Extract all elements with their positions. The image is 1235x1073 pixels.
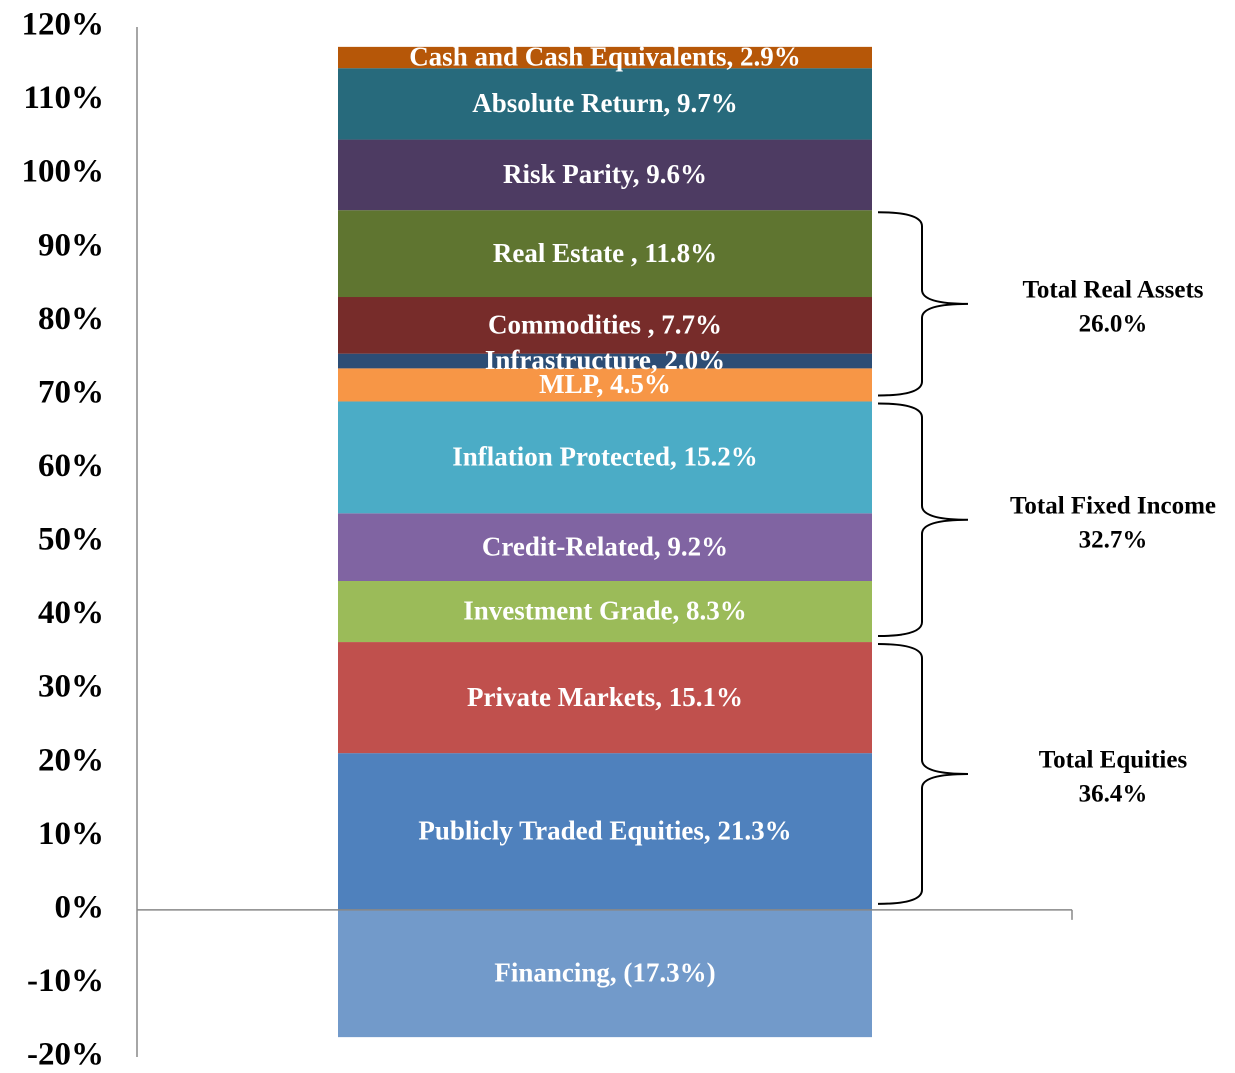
data-label: MLP, 4.5% <box>539 369 671 399</box>
bar-segment <box>338 513 872 581</box>
group-label: Total Real Assets <box>1022 277 1203 304</box>
y-tick-label: 20% <box>38 742 104 778</box>
data-label: Investment Grade, 8.3% <box>463 596 746 626</box>
y-tick-label: 10% <box>38 816 104 852</box>
y-tick-label: 30% <box>38 669 104 705</box>
bar-segment <box>338 642 872 754</box>
y-tick-label: 90% <box>38 227 104 263</box>
group-label: Total Equities <box>1039 747 1188 774</box>
data-label: Inflation Protected, 15.2% <box>452 442 757 472</box>
data-label: Absolute Return, 9.7% <box>472 88 738 118</box>
group-label: Total Fixed Income <box>1010 493 1216 520</box>
bar-segment <box>338 353 872 369</box>
data-label: Publicly Traded Equities, 21.3% <box>418 816 791 846</box>
bar-segment <box>338 210 872 298</box>
data-label: Private Markets, 15.1% <box>467 682 743 712</box>
bar-segment <box>338 68 872 140</box>
y-tick-label: 70% <box>38 374 104 410</box>
bar-segment <box>338 753 872 910</box>
bar-segment <box>338 401 872 514</box>
bar-segment <box>338 297 872 354</box>
group-value: 36.4% <box>1079 781 1148 808</box>
data-label: Commodities , 7.7% <box>488 310 722 340</box>
data-label: Risk Parity, 9.6% <box>503 159 707 189</box>
data-label: Real Estate , 11.8% <box>493 238 717 268</box>
bar-segment <box>338 46 872 69</box>
y-tick-label: -10% <box>27 963 104 999</box>
group-bracket <box>877 211 969 397</box>
y-tick-label: 50% <box>38 522 104 558</box>
y-tick-label: 60% <box>38 448 104 484</box>
bar-segment <box>338 368 872 402</box>
data-label: Infrastructure, 2.0% <box>485 345 725 375</box>
bar-segment <box>338 139 872 211</box>
bar-segment <box>338 580 872 643</box>
y-tick-label: 120% <box>22 7 105 43</box>
y-tick-label: 0% <box>55 889 105 925</box>
y-tick-label: 80% <box>38 301 104 337</box>
group-bracket <box>877 643 969 905</box>
group-bracket <box>877 402 969 638</box>
group-value: 32.7% <box>1079 527 1148 554</box>
data-label: Cash and Cash Equivalents, 2.9% <box>409 42 801 72</box>
bar-segment <box>338 909 872 1038</box>
y-tick-label: -20% <box>27 1037 104 1073</box>
y-tick-label: 110% <box>23 80 104 116</box>
y-tick-label: 100% <box>22 154 105 190</box>
group-value: 26.0% <box>1079 311 1148 338</box>
data-label: Credit-Related, 9.2% <box>482 531 728 561</box>
y-tick-label: 40% <box>38 595 104 631</box>
data-label: Financing, (17.3%) <box>494 958 715 988</box>
